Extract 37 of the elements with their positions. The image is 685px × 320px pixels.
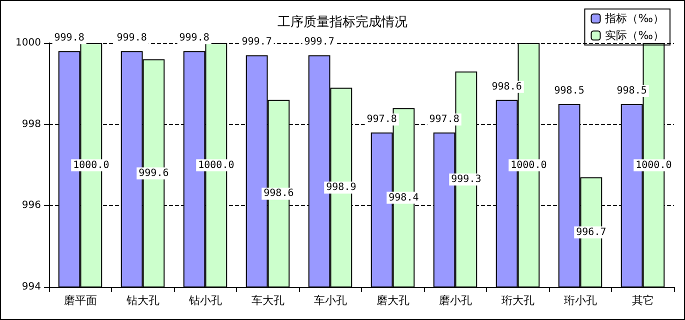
x-tick-label: 钻大孔 bbox=[125, 294, 160, 307]
data-label: 999.7 bbox=[242, 36, 272, 48]
data-label: 997.8 bbox=[366, 114, 397, 125]
data-label: 998.4 bbox=[388, 192, 419, 204]
x-tick-label: 钻小孔 bbox=[188, 294, 222, 307]
data-label: 998.5 bbox=[616, 86, 647, 96]
data-label: 999.8 bbox=[116, 32, 147, 44]
data-label: 998.9 bbox=[326, 182, 356, 194]
data-label: 998.6 bbox=[264, 188, 294, 200]
x-tick-label: 其它 bbox=[632, 294, 654, 307]
x-tick-label: 珩小孔 bbox=[564, 294, 597, 307]
data-label: 996.7 bbox=[576, 226, 606, 238]
data-label: 1000.0 bbox=[198, 160, 234, 171]
legend-label: 实际（‰） bbox=[605, 29, 664, 42]
x-tick-label: 磨小孔 bbox=[438, 294, 472, 307]
y-tick-label: 998 bbox=[22, 118, 41, 130]
data-label: 998.5 bbox=[554, 86, 584, 96]
data-label: 1000.0 bbox=[73, 160, 110, 171]
data-label: 999.8 bbox=[179, 32, 210, 44]
x-tick-label: 磨大孔 bbox=[376, 294, 410, 307]
data-label: 999.6 bbox=[138, 168, 169, 179]
data-label: 999.8 bbox=[54, 32, 84, 44]
chart-title: 工序质量指标完成情况 bbox=[278, 14, 408, 30]
y-tick-label: 996 bbox=[22, 200, 41, 212]
y-tick-label: 1000 bbox=[16, 38, 41, 48]
data-label: 1000.0 bbox=[636, 160, 672, 171]
data-label: 999.3 bbox=[451, 174, 482, 185]
data-label: 997.8 bbox=[429, 114, 460, 125]
y-tick-label: 994 bbox=[22, 282, 41, 292]
legend-label: 指标（‰） bbox=[604, 12, 664, 25]
data-label: 1000.0 bbox=[510, 160, 547, 171]
data-label: 999.7 bbox=[304, 36, 334, 48]
x-tick-label: 珩大孔 bbox=[501, 294, 534, 307]
data-label: 998.6 bbox=[492, 81, 522, 92]
x-tick-label: 车小孔 bbox=[314, 294, 347, 307]
x-tick-label: 磨平面 bbox=[64, 294, 97, 307]
x-tick-label: 车大孔 bbox=[251, 294, 284, 307]
